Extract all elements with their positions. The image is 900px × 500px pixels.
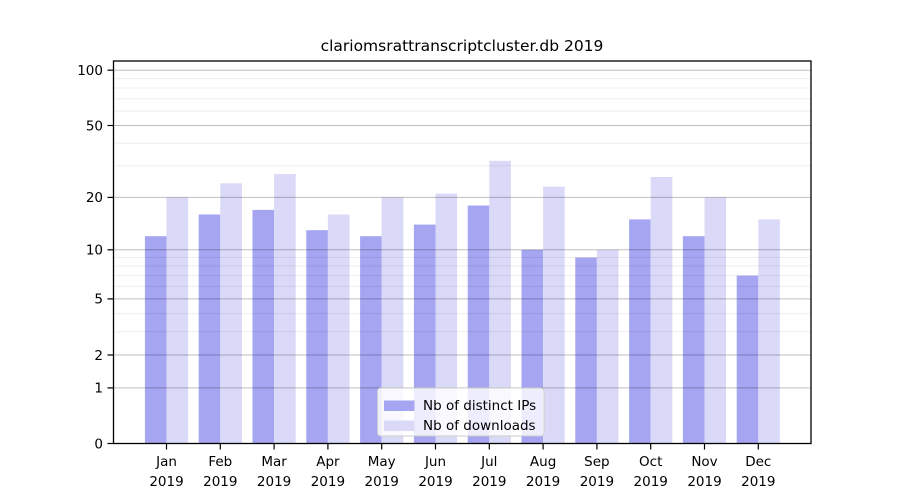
bar-ips-sep <box>575 257 597 444</box>
x-tick-label-year-sep: 2019 <box>580 474 614 490</box>
y-tick-label-0: 0 <box>94 436 103 452</box>
x-tick-label-year-apr: 2019 <box>311 474 345 490</box>
bar-downloads-jan <box>166 197 189 444</box>
x-tick-label-month-aug: Aug <box>530 454 556 470</box>
y-tick-label-1: 1 <box>94 381 103 397</box>
chart-title: clariomsrattranscriptcluster.db 2019 <box>321 37 604 55</box>
bar-downloads-mar <box>274 174 296 444</box>
legend-swatch-downloads <box>384 420 415 431</box>
x-tick-label-month-jan: Jan <box>155 454 177 470</box>
x-tick-label-month-feb: Feb <box>208 454 232 470</box>
x-tick-label-month-dec: Dec <box>745 454 771 470</box>
bar-downloads-may <box>381 197 404 444</box>
x-tick-label-month-oct: Oct <box>639 454 662 470</box>
bar-downloads-apr <box>327 214 350 444</box>
x-tick-label-month-mar: Mar <box>261 454 287 470</box>
bar-downloads-aug <box>543 186 565 444</box>
x-tick-label-month-jun: Jun <box>424 454 446 470</box>
legend-label-ips: Nb of distinct IPs <box>423 398 536 414</box>
x-tick-label-year-jun: 2019 <box>418 474 452 490</box>
x-tick-label-month-jul: Jul <box>480 454 497 470</box>
x-tick-label-month-sep: Sep <box>584 454 609 470</box>
x-tick-label-month-nov: Nov <box>691 454 717 470</box>
bar-downloads-nov <box>704 197 727 444</box>
bar-ips-jul <box>467 205 490 444</box>
bar-ips-jan <box>144 236 167 444</box>
x-tick-label-year-jul: 2019 <box>472 474 506 490</box>
y-tick-label-20: 20 <box>86 190 103 206</box>
bar-downloads-dec <box>758 219 780 444</box>
bar-ips-may <box>360 236 382 444</box>
bar-ips-oct <box>629 219 651 444</box>
legend-box <box>377 387 545 437</box>
bar-downloads-oct <box>650 177 673 444</box>
bar-ips-nov <box>682 236 705 444</box>
y-tick-label-5: 5 <box>94 292 103 308</box>
bar-downloads-jun <box>435 193 458 444</box>
grid-layer <box>113 69 811 389</box>
y-tick-label-100: 100 <box>77 63 103 79</box>
x-tick-label-year-may: 2019 <box>365 474 399 490</box>
bar-downloads-feb <box>220 183 242 444</box>
x-tick-label-month-apr: Apr <box>316 454 340 470</box>
bar-ips-dec <box>736 275 759 444</box>
x-tick-label-year-jan: 2019 <box>149 474 183 490</box>
legend-swatch-ips <box>384 400 415 411</box>
x-tick-label-year-feb: 2019 <box>203 474 237 490</box>
y-tick-label-10: 10 <box>86 243 103 259</box>
axes-layer: 0 1 2 5 10 20 50 100 Jan 2019 Feb 2019 Mar 2019 Apr 201… <box>77 60 812 490</box>
x-tick-label-year-oct: 2019 <box>634 474 668 490</box>
x-tick-label-year-nov: 2019 <box>687 474 721 490</box>
bar-ips-apr <box>306 230 328 444</box>
y-tick-label-2: 2 <box>94 348 103 364</box>
x-tick-label-year-aug: 2019 <box>526 474 560 490</box>
bar-ips-mar <box>252 209 275 444</box>
x-tick-label-month-may: May <box>368 454 396 470</box>
legend: Nb of distinct IPs Nb of downloads <box>377 387 545 437</box>
bar-downloads-jul <box>489 160 511 444</box>
y-tick-label-50: 50 <box>86 118 103 134</box>
plot-border <box>112 60 812 445</box>
bar-ips-feb <box>198 214 221 444</box>
x-tick-label-year-dec: 2019 <box>741 474 775 490</box>
bar-downloads-sep <box>596 249 619 444</box>
legend-label-downloads: Nb of downloads <box>423 418 536 434</box>
x-tick-label-year-mar: 2019 <box>257 474 291 490</box>
